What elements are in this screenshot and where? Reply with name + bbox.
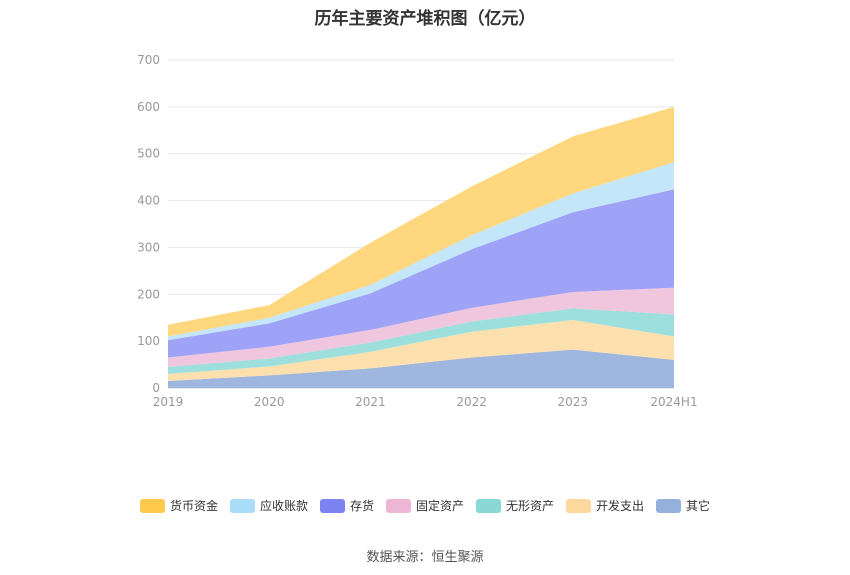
- area-series-开发支出[interactable]: [168, 320, 674, 381]
- legend-swatch: [566, 498, 592, 513]
- legend-label: 开发支出: [596, 499, 645, 513]
- legend-label: 应收账款: [259, 499, 308, 513]
- legend-label: 存货: [349, 499, 374, 513]
- y-tick-label: 700: [137, 53, 160, 67]
- legend-swatch: [385, 498, 411, 513]
- x-tick-label: 2019: [153, 395, 184, 409]
- y-tick-label: 400: [137, 194, 160, 208]
- chart-title: 历年主要资产堆积图（亿元）: [314, 9, 536, 29]
- y-tick-label: 300: [137, 240, 160, 254]
- legend-item-dev-expenditure[interactable]: 开发支出: [566, 497, 644, 514]
- legend-item-cash[interactable]: 货币资金: [139, 497, 218, 514]
- legend-swatch: [476, 498, 501, 513]
- legend: 货币资金 应收账款 存货 固定资产 无形资产 开发支出 其它: [0, 497, 850, 514]
- x-tick-label: 2020: [254, 395, 285, 409]
- y-tick-label: 100: [137, 334, 160, 348]
- x-tick-label: 2022: [456, 395, 487, 409]
- legend-item-receivables[interactable]: 应收账款: [229, 497, 308, 514]
- area-series-应收账款[interactable]: [168, 162, 674, 341]
- legend-item-intangible-assets[interactable]: 无形资产: [476, 497, 554, 514]
- legend-label: 无形资产: [506, 499, 555, 513]
- y-tick-label: 0: [152, 381, 160, 395]
- area-series-存货[interactable]: [168, 189, 674, 358]
- legend-swatch: [229, 498, 255, 513]
- legend-label: 其它: [686, 499, 711, 513]
- legend-item-inventory[interactable]: 存货: [319, 497, 374, 514]
- y-tick-label: 200: [137, 287, 160, 301]
- area-series-固定资产[interactable]: [168, 287, 674, 367]
- legend-label: 固定资产: [415, 499, 464, 513]
- legend-swatch: [139, 498, 165, 513]
- legend-item-other[interactable]: 其它: [656, 497, 710, 514]
- y-tick-label: 600: [137, 100, 160, 114]
- x-tick-label: 2021: [355, 395, 386, 409]
- legend-item-fixed-assets[interactable]: 固定资产: [385, 497, 464, 514]
- y-tick-label: 500: [137, 147, 160, 161]
- area-series-货币资金[interactable]: [168, 106, 674, 337]
- x-tick-label: 2024H1: [650, 395, 697, 409]
- area-series-其它[interactable]: [168, 349, 674, 388]
- legend-label: 货币资金: [169, 499, 218, 513]
- legend-swatch: [656, 498, 682, 513]
- source-note: 数据来源：恒生聚源: [366, 550, 484, 565]
- x-tick-label: 2023: [558, 395, 589, 409]
- area-series-无形资产[interactable]: [168, 308, 674, 374]
- series-areas: [168, 106, 674, 388]
- axes: 0 100 200 300 400 500 600 700 2019 2020 2021 2022 20…: [137, 53, 698, 409]
- legend-swatch: [319, 498, 345, 513]
